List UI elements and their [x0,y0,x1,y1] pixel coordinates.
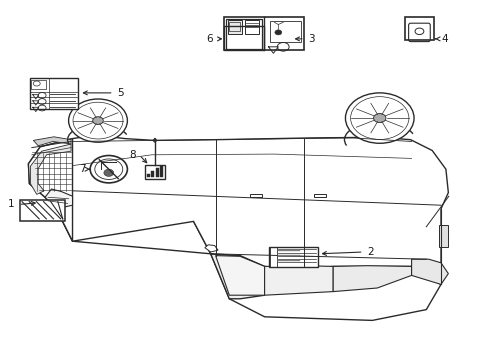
Bar [228,20,242,34]
Bar [270,21,301,42]
Polygon shape [333,266,412,292]
Text: 7: 7 [79,164,86,174]
Polygon shape [45,189,73,209]
Bar [314,194,326,197]
Text: 4: 4 [441,34,448,44]
Bar [439,225,448,247]
Polygon shape [28,139,73,241]
Ellipse shape [104,169,114,176]
Polygon shape [205,245,218,252]
Polygon shape [30,144,71,194]
Bar [151,171,154,177]
Bar [31,80,46,89]
Bar [245,20,259,34]
Bar [269,247,318,267]
Polygon shape [216,256,265,295]
Polygon shape [56,209,211,254]
Polygon shape [412,259,448,284]
Ellipse shape [275,30,282,35]
Bar [270,247,277,267]
Text: 6: 6 [206,34,213,44]
Bar [20,200,65,221]
Polygon shape [211,254,265,299]
Bar [160,166,163,177]
Bar [226,19,262,49]
Text: 3: 3 [308,34,315,44]
Ellipse shape [90,156,127,183]
Polygon shape [265,266,333,295]
Polygon shape [33,137,71,146]
Bar [145,165,165,179]
Text: 2: 2 [367,247,374,257]
Bar [30,78,78,109]
Polygon shape [211,254,441,320]
Polygon shape [28,135,448,284]
Bar [224,17,304,50]
Text: 8: 8 [129,150,136,160]
Bar [405,17,434,40]
Ellipse shape [93,117,103,125]
Bar [147,174,150,177]
Ellipse shape [69,99,127,142]
Bar [229,22,240,31]
Bar [250,194,262,197]
Text: 1: 1 [7,199,14,210]
Bar [156,168,159,177]
Ellipse shape [345,93,414,143]
Text: 5: 5 [117,88,124,98]
Ellipse shape [373,113,386,123]
Bar [224,26,264,50]
